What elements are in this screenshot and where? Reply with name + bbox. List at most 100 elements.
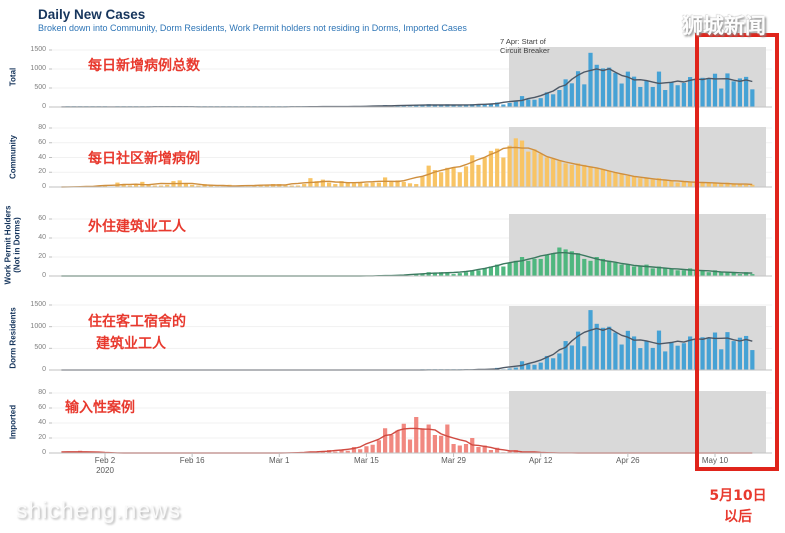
panel-community: [49, 127, 772, 188]
bar: [700, 182, 705, 187]
bar: [345, 182, 350, 187]
bar: [432, 170, 437, 187]
bar: [420, 105, 425, 107]
bar: [482, 157, 487, 187]
bar: [613, 332, 618, 370]
bar: [414, 104, 419, 107]
bar: [445, 167, 450, 187]
circuit-breaker-annotation: 7 Apr: Start of Circuit Breaker: [500, 37, 550, 55]
row-label-community: Community: [8, 135, 18, 179]
bar: [575, 331, 581, 370]
bar: [544, 92, 550, 107]
y-tick-label: 80: [38, 389, 46, 396]
bar: [333, 184, 338, 187]
circuit-breaker-annotation-line2: Circuit Breaker: [500, 46, 550, 55]
bar: [451, 167, 456, 187]
bar: [439, 172, 444, 187]
bar: [669, 342, 674, 370]
y-tick-label: 60: [38, 404, 46, 411]
bar: [283, 185, 288, 187]
bar: [631, 76, 637, 107]
bar: [495, 264, 500, 276]
bar: [358, 181, 363, 187]
bar: [165, 184, 170, 187]
bar: [513, 138, 518, 187]
bar: [725, 182, 730, 187]
bar: [158, 185, 164, 187]
bar: [650, 268, 655, 276]
bar: [656, 330, 662, 370]
bar: [706, 272, 711, 276]
bar: [507, 262, 512, 276]
bar: [675, 85, 680, 107]
bar: [706, 182, 711, 187]
y-tick-label: 20: [38, 168, 46, 176]
bar: [513, 260, 518, 276]
bar: [470, 270, 475, 276]
bar: [663, 351, 668, 370]
chart-subtitle: Broken down into Community, Dorm Residen…: [38, 23, 467, 33]
bar: [445, 272, 450, 276]
bar: [439, 435, 444, 453]
bar: [407, 183, 413, 187]
y-tick-label: 40: [38, 153, 46, 161]
bar: [725, 332, 730, 370]
y-tick-label: 20: [38, 434, 46, 441]
bar: [426, 424, 431, 453]
bar: [656, 71, 662, 107]
y-tick-label: 0: [42, 272, 46, 279]
bar: [507, 451, 512, 453]
bar: [638, 266, 643, 276]
watermark-top-right: 狮城新闻: [682, 14, 766, 38]
bar: [551, 253, 556, 276]
bar: [737, 274, 742, 276]
bar: [600, 327, 606, 370]
bar: [607, 67, 612, 107]
bar: [495, 148, 500, 187]
annotation-work-permit-cn: 外住建筑业工人: [88, 219, 186, 235]
bar: [501, 266, 506, 276]
bar: [575, 71, 581, 107]
bar: [700, 270, 705, 276]
bar: [526, 364, 531, 370]
bar: [432, 435, 437, 453]
bar: [644, 178, 649, 187]
panel-work_permit: [49, 214, 772, 277]
bar: [563, 163, 568, 187]
bar: [588, 166, 593, 187]
bar: [575, 253, 581, 276]
bar: [656, 178, 662, 187]
bar: [688, 182, 693, 187]
bar: [582, 164, 587, 187]
x-tick-label: Mar 15: [353, 456, 379, 465]
y-tick-label: 500: [34, 344, 46, 352]
bar: [575, 163, 581, 187]
bar: [370, 444, 375, 453]
bar: [370, 182, 375, 187]
bar: [376, 182, 381, 187]
bar: [557, 161, 562, 187]
y-tick-label: 0: [42, 183, 46, 190]
bar: [706, 337, 711, 370]
bar: [476, 270, 481, 276]
y-tick-label: 0: [42, 103, 46, 110]
y-tick-label: 20: [38, 253, 46, 260]
bar: [538, 153, 543, 187]
x-tick-label: May 10: [701, 456, 729, 465]
bar: [507, 145, 512, 187]
bar: [706, 78, 711, 107]
bar: [488, 104, 494, 107]
bar: [420, 176, 425, 187]
bar: [731, 81, 736, 107]
bar: [563, 249, 568, 276]
bar: [526, 151, 531, 187]
annotation-total-cn: 每日新增病例总数: [88, 58, 200, 74]
bar: [719, 88, 724, 107]
bar: [607, 170, 612, 187]
bar: [339, 181, 344, 187]
bar: [121, 184, 126, 187]
bar: [501, 157, 506, 187]
bar: [432, 273, 437, 276]
bar: [737, 184, 742, 187]
page-title: Daily New Cases: [38, 7, 146, 22]
